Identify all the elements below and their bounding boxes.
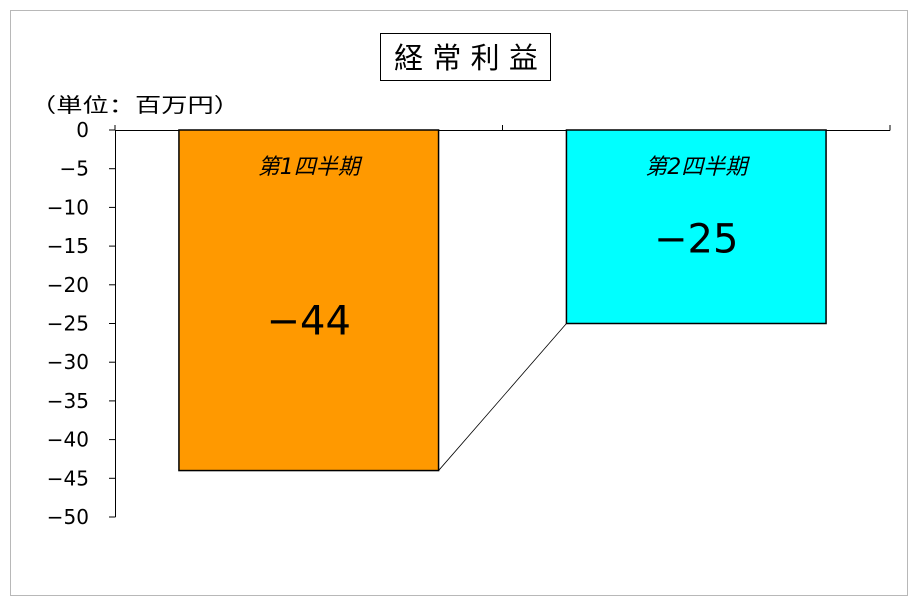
bar-2	[565, 129, 827, 325]
y-tick-label: −30	[47, 350, 89, 374]
y-tick-label: −15	[47, 234, 89, 258]
y-axis: 0 −5 −10 −15 −20 −25 −30 −35 −40 −45 −50	[47, 118, 116, 529]
unit-label: （単位：百万円）	[30, 93, 240, 117]
bars	[178, 129, 827, 472]
y-tick-label: −10	[47, 195, 89, 219]
category-label-1: 第1四半期	[258, 155, 363, 180]
connector-lines	[438, 323, 567, 471]
value-label-2: −25	[654, 216, 738, 262]
y-tick-label: −50	[47, 505, 89, 529]
y-tick-label: −20	[47, 273, 89, 297]
value-label-1: −44	[267, 299, 351, 345]
bar-1	[178, 129, 440, 472]
y-tick-label: −5	[60, 157, 89, 181]
y-tick-label: −25	[47, 312, 89, 336]
y-tick-label: −40	[47, 428, 89, 452]
y-tick-label: 0	[76, 118, 89, 142]
chart-title-box	[380, 33, 551, 81]
y-tick-label: −45	[47, 466, 89, 490]
y-tick-label: −35	[47, 389, 89, 413]
chart-title: 経 常 利 益	[394, 41, 538, 75]
connector-line	[438, 323, 567, 471]
category-label-2: 第2四半期	[645, 155, 750, 180]
bar-labels: 第1四半期 −44 第2四半期 −25	[258, 155, 750, 345]
